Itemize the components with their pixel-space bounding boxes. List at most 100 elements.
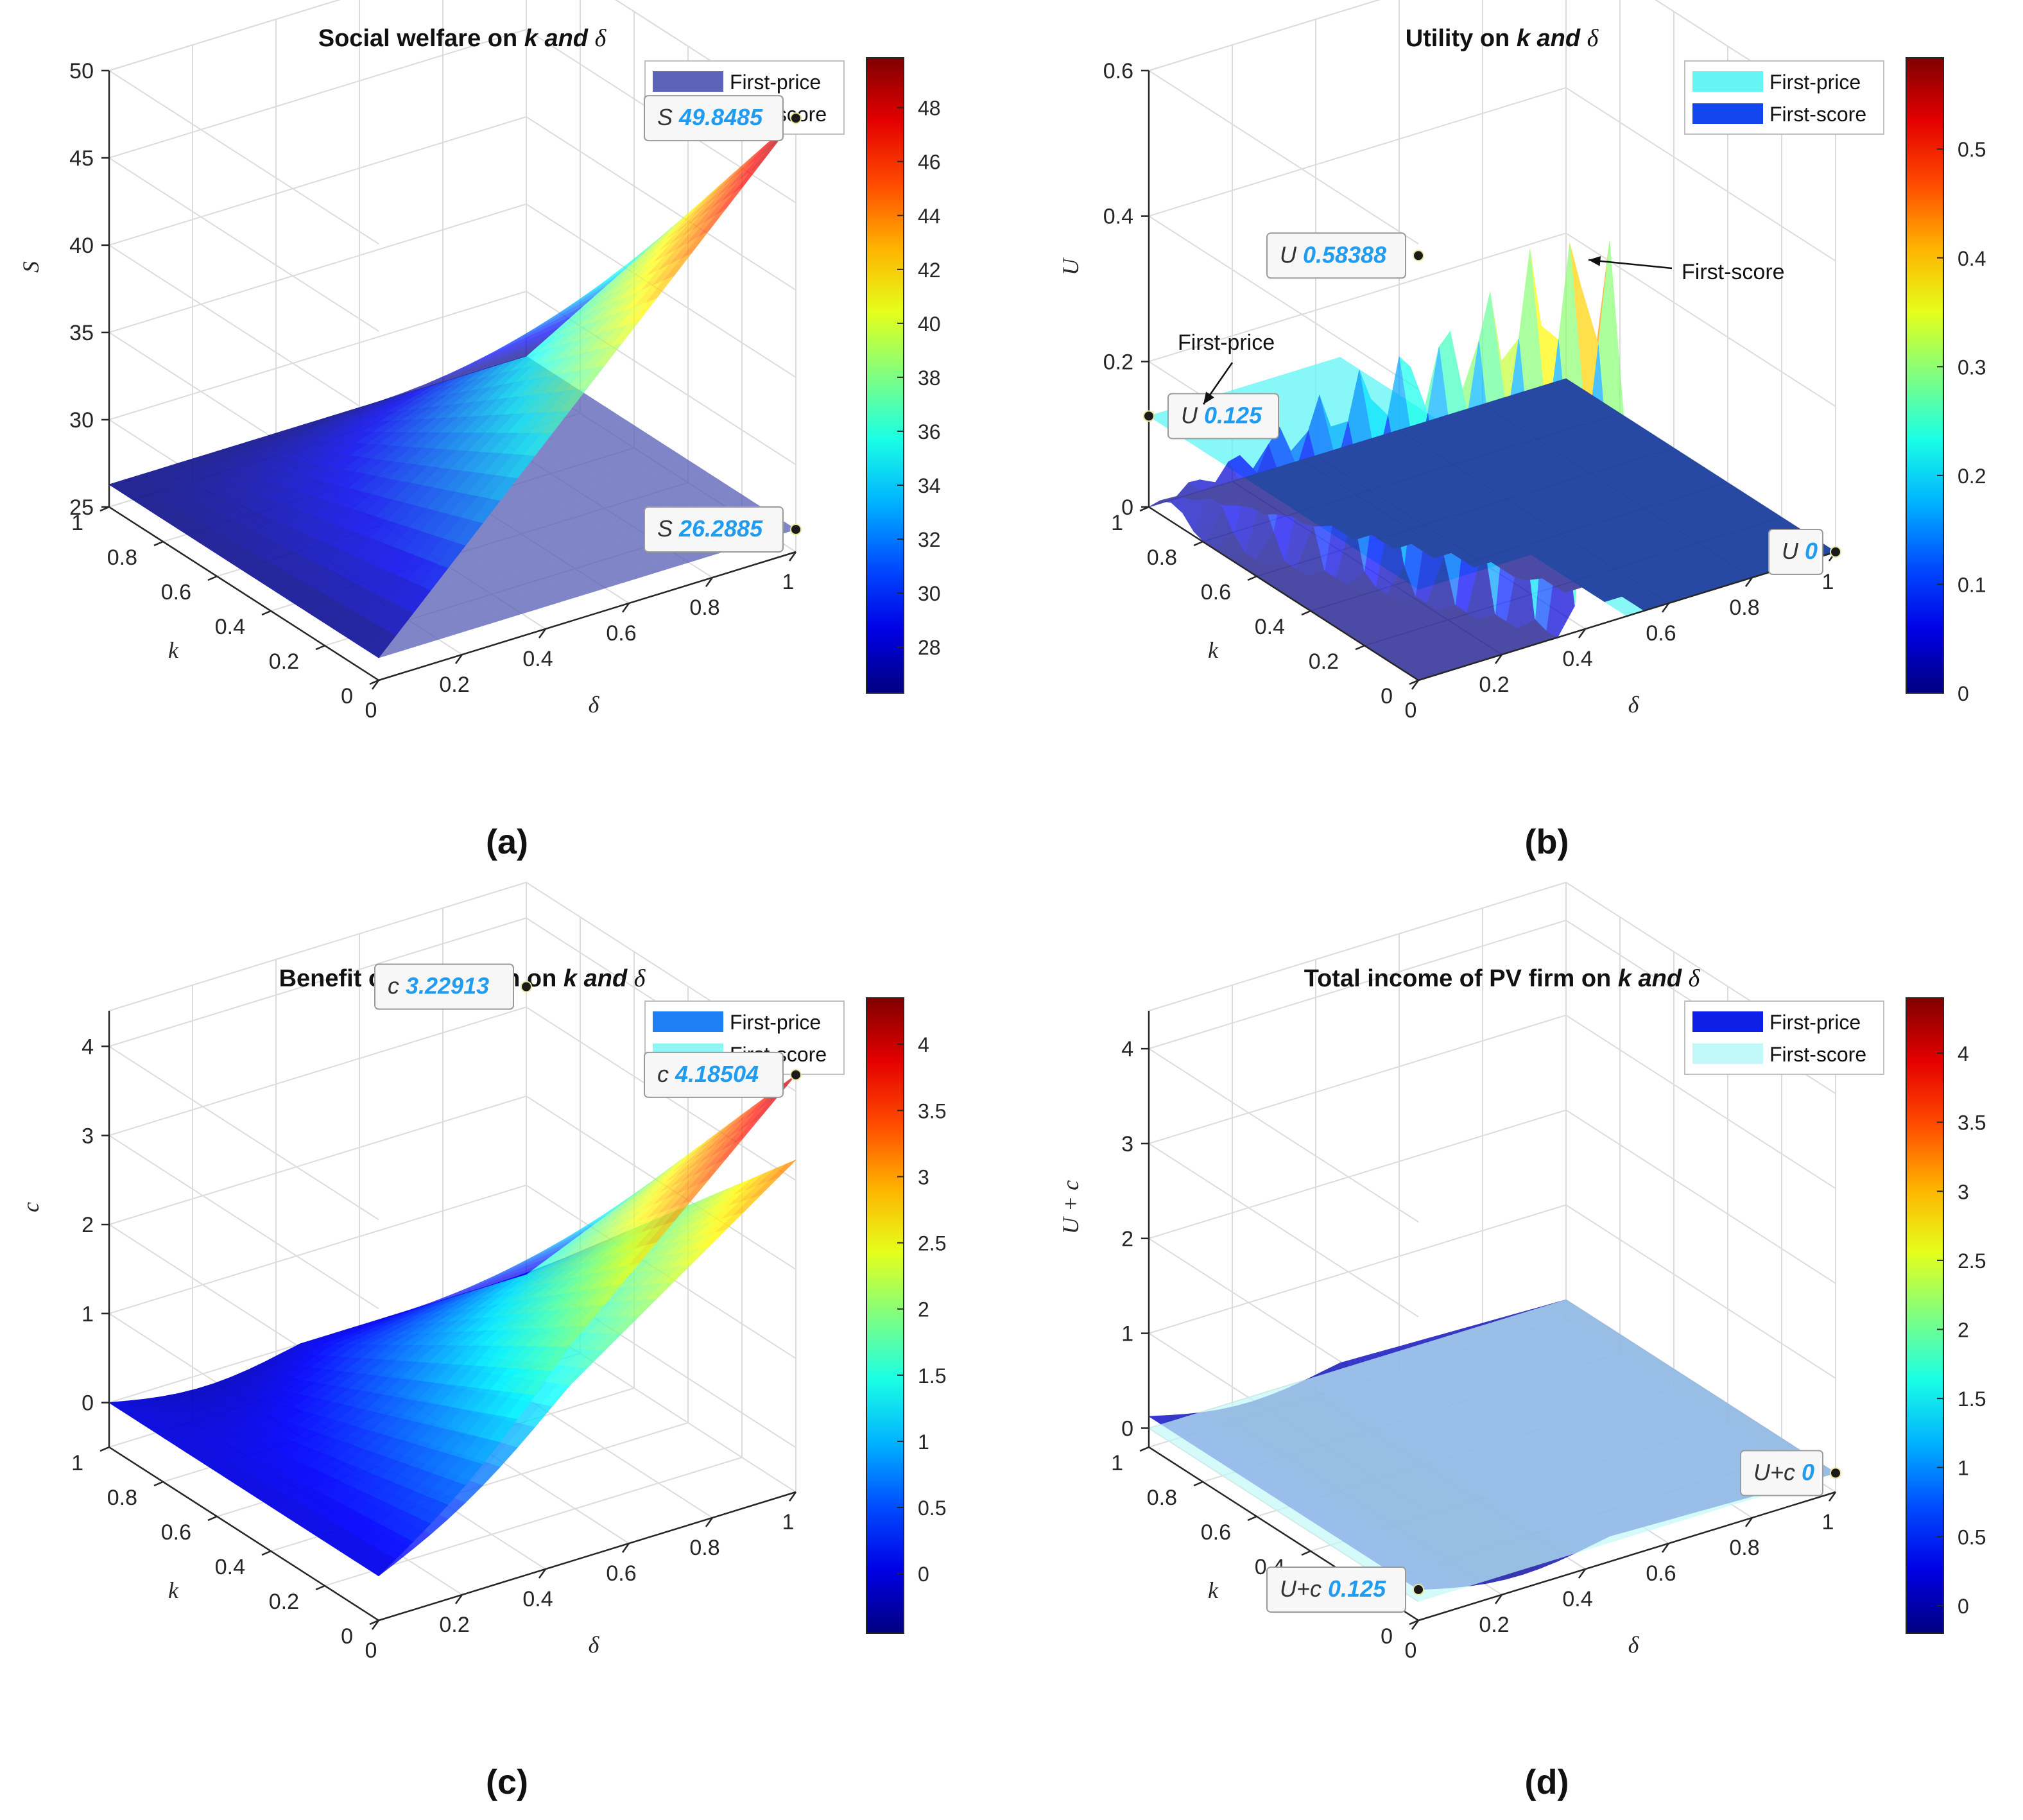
datatip-text: U 0.125	[1181, 402, 1262, 428]
legend-swatch	[1692, 71, 1763, 92]
colorbar-tick-label: 48	[918, 97, 941, 120]
y-tick	[315, 644, 325, 651]
y-tick-label: 0.2	[269, 649, 299, 674]
colorbar-tick-label: 0	[1958, 682, 1969, 705]
x-axis-label: δ	[1628, 692, 1640, 717]
z-tick-label: 25	[69, 495, 94, 520]
grid-line	[1147, 87, 1836, 390]
x-tick-label: 0.4	[1562, 647, 1592, 671]
z-tick-label: 0.2	[1103, 350, 1133, 374]
y-tick	[153, 540, 164, 547]
datatip-box	[644, 506, 784, 553]
y-tick-label: 0.6	[161, 580, 191, 605]
x-tick-label: 0.2	[1479, 673, 1509, 697]
y-tick	[369, 679, 379, 685]
y-tick-label: 0.2	[269, 1590, 299, 1614]
colorbar	[866, 997, 904, 1634]
colorbar-tick-label: 0	[918, 1563, 929, 1586]
datatip-marker	[790, 523, 802, 535]
title-part: k and	[564, 965, 634, 992]
colorbar-tick-label: 0.1	[1958, 573, 1986, 596]
grid-line	[107, 116, 796, 419]
z-tick-label: 45	[69, 146, 94, 171]
title-part: Social welfare on	[318, 25, 524, 52]
k-axis-line	[108, 506, 379, 682]
datatip-value: 3.22913	[406, 972, 489, 999]
datatip-text: U 0	[1782, 538, 1818, 564]
datatip-value: 0.58388	[1303, 241, 1386, 268]
z-tick-label: 4	[82, 1035, 94, 1060]
x-tick-label: 0.8	[689, 1536, 719, 1560]
colorbar-tick-label: 3	[918, 1165, 929, 1189]
panel-caption: (b)	[1525, 823, 1569, 861]
axes	[108, 71, 796, 682]
colorbar-tick-label: 1.5	[918, 1364, 946, 1387]
colorbar-tick-label: 0.2	[1958, 465, 1986, 488]
legend-label: First-price	[1769, 71, 1861, 94]
datatip-label: U	[1280, 241, 1303, 268]
datatip: S 49.8485	[644, 95, 802, 142]
legend-label: First-price	[730, 71, 821, 94]
legend-swatch	[653, 71, 723, 92]
z-axis-label: S	[18, 261, 44, 273]
x-tick-label: 0.4	[522, 647, 553, 671]
z-tick-label: 0	[1121, 495, 1133, 520]
grid-line	[108, 0, 796, 116]
colorbar-tick-label: 30	[918, 582, 941, 605]
datatip: S 26.2885	[644, 506, 802, 553]
datatip-value: 0	[1805, 538, 1818, 564]
datatip-value: 49.8485	[678, 104, 763, 130]
datatip-marker	[1143, 410, 1155, 422]
x-axis-label: δ	[589, 1632, 600, 1658]
title-part: k and	[524, 25, 595, 52]
colorbar	[866, 57, 904, 694]
delta-axis-line	[378, 551, 796, 682]
x-tick-label: 1	[782, 1510, 795, 1534]
z-tick-label: 0	[82, 1391, 94, 1416]
y-tick-label: 0.4	[215, 615, 245, 639]
colorbar-tick-label: 2.5	[918, 1232, 946, 1255]
x-tick-label: 0	[365, 698, 377, 723]
datatip-marker	[790, 112, 802, 124]
z-tick-label: 3	[82, 1124, 94, 1148]
colorbar-tick-label: 3.5	[918, 1099, 946, 1122]
z-tick-label: 40	[69, 234, 94, 258]
y-tick-label: 1	[71, 511, 83, 535]
x-tick	[371, 680, 380, 690]
x-axis-label: δ	[589, 692, 600, 717]
panel-caption: (c)	[486, 1763, 528, 1801]
annotation-label: First-price	[1178, 331, 1275, 355]
x-tick-label: 0.2	[439, 673, 469, 697]
z-tick-label: 30	[69, 408, 94, 433]
y-tick-label: 0.2	[1309, 649, 1339, 674]
y-tick-label: 1	[71, 1451, 83, 1475]
title-part: k and	[1517, 25, 1587, 52]
z-tick-label: 2	[82, 1213, 94, 1237]
z-tick-label: 50	[69, 59, 94, 83]
x-tick	[538, 628, 547, 639]
y-tick-label: 0	[341, 684, 353, 708]
datatip-text: S 26.2885	[657, 515, 763, 542]
title-part: δ	[595, 25, 607, 52]
y-tick	[207, 575, 218, 581]
y-tick-label: 0	[1381, 684, 1393, 708]
colorbar-tick-label: 0.5	[918, 1497, 946, 1520]
y-tick-label: 0.8	[107, 545, 137, 570]
grid-line	[1148, 0, 1836, 116]
colorbar-tick-label: 34	[918, 474, 941, 497]
panel-caption: (a)	[486, 823, 528, 861]
colorbar-tick-label: 0.5	[1958, 138, 1986, 161]
datatip-text: S 49.8485	[657, 104, 763, 130]
x-tick-label: 0.6	[606, 621, 636, 646]
x-tick	[621, 603, 630, 613]
colorbar-tick-label: 0.4	[1958, 247, 1986, 270]
z-tick-label: 35	[69, 321, 94, 345]
colorbar-tick-label: 2	[918, 1298, 929, 1321]
chart-title: Social welfare on k and δ	[318, 25, 607, 52]
colorbar-tick-label: 46	[918, 151, 941, 174]
y-tick-label: 0.4	[1255, 615, 1285, 639]
legend-swatch	[1692, 103, 1763, 124]
colorbar-tick-label: 40	[918, 313, 941, 336]
x-tick-label: 1	[1822, 570, 1834, 594]
